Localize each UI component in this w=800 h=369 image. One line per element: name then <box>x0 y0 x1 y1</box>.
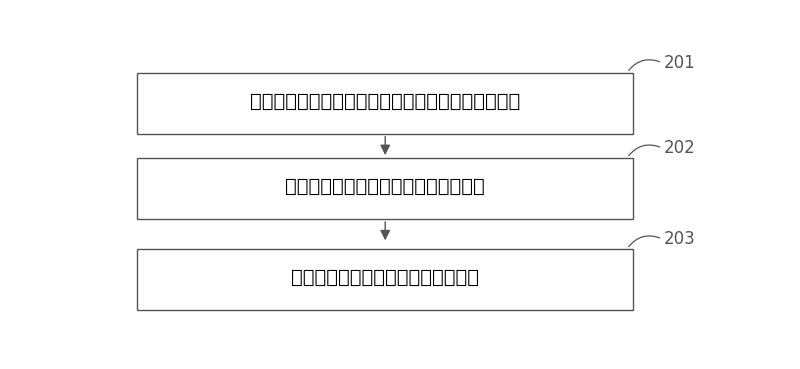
FancyBboxPatch shape <box>138 249 634 310</box>
Text: 203: 203 <box>664 230 696 248</box>
FancyBboxPatch shape <box>138 73 634 134</box>
FancyBboxPatch shape <box>138 158 634 219</box>
Text: 在完成离子注入后，去除上述保护层: 在完成离子注入后，去除上述保护层 <box>291 268 479 287</box>
Text: 在需要进行离子注入的多晶硅层表面形成一层保护层: 在需要进行离子注入的多晶硅层表面形成一层保护层 <box>250 92 520 111</box>
Text: 对具有保护层的多晶硅层进行离子注入: 对具有保护层的多晶硅层进行离子注入 <box>286 177 485 196</box>
Text: 202: 202 <box>664 139 696 157</box>
Text: 201: 201 <box>664 54 696 72</box>
